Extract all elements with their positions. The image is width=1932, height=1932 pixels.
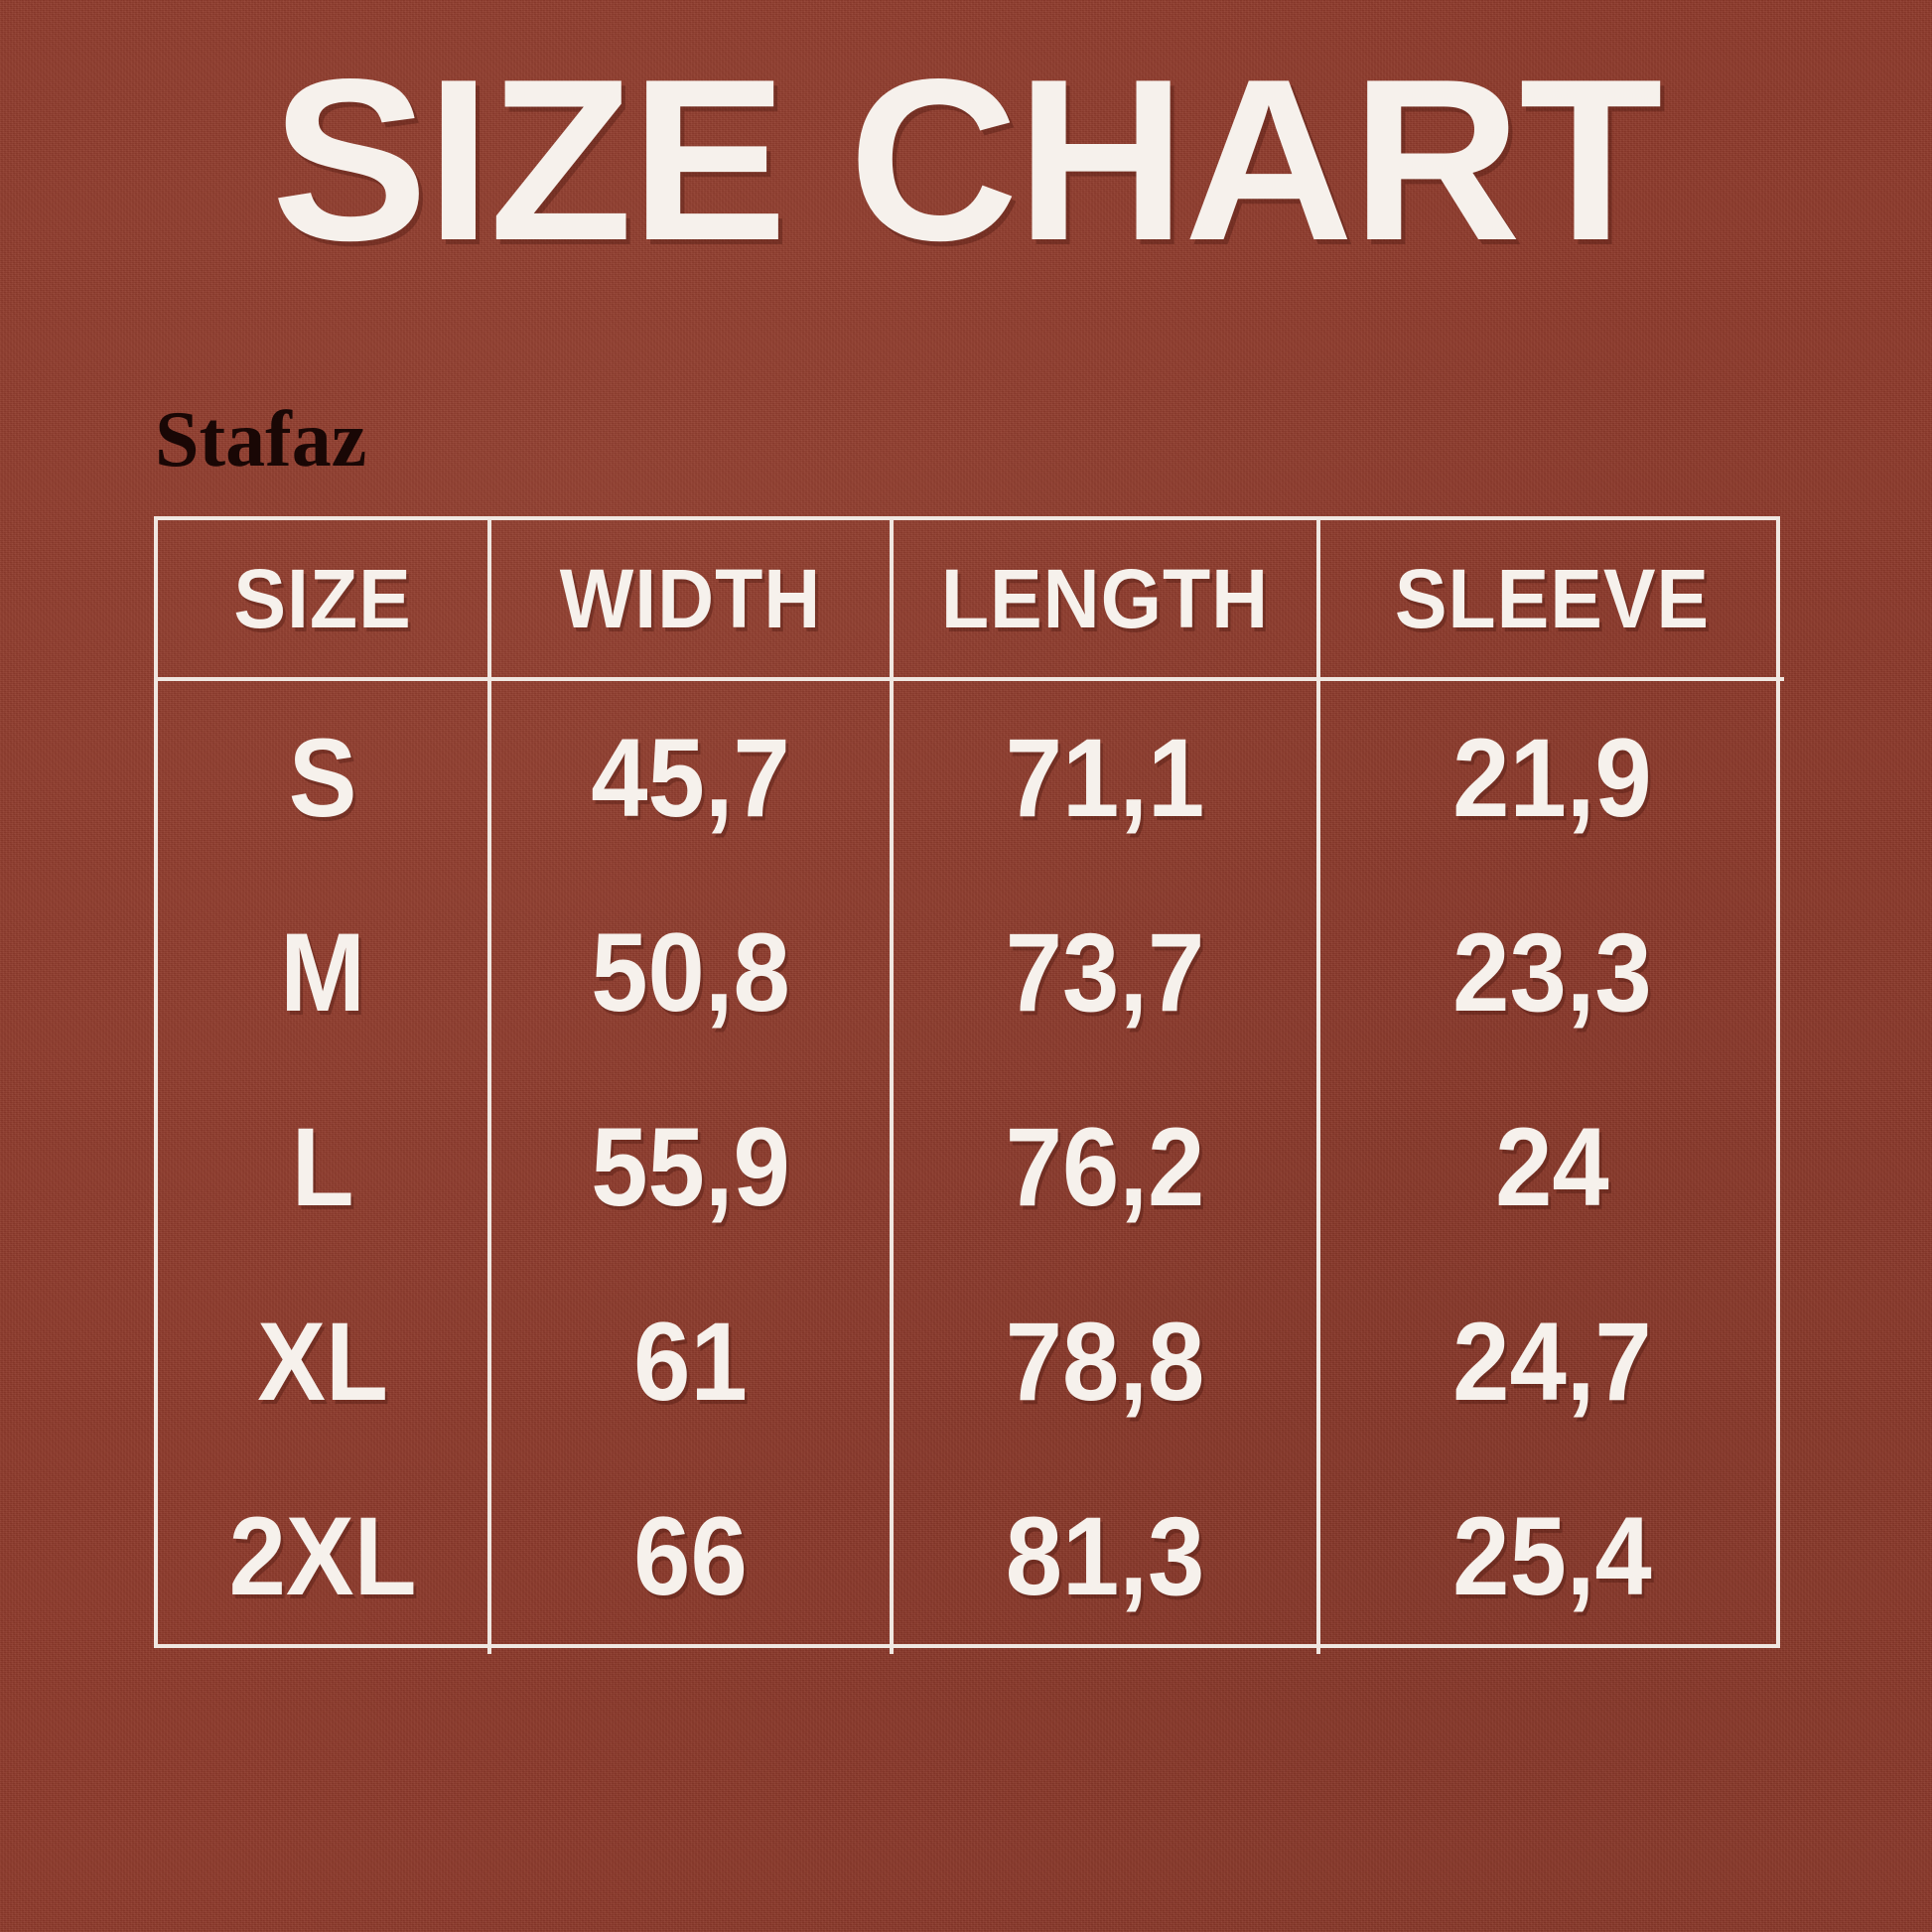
table-row: L 55,9 76,2 24 xyxy=(158,1070,1784,1265)
cell-sleeve: 21,9 xyxy=(1452,716,1652,840)
cell-width: 50,8 xyxy=(505,876,878,1070)
cell-length: 76,2 xyxy=(908,1070,1304,1265)
column-header-sleeve: SLEEVE xyxy=(1332,520,1770,681)
page-title: SIZE CHART xyxy=(271,32,1662,289)
cell-sleeve: 25,4 xyxy=(1452,1494,1652,1618)
cell-length: 71,1 xyxy=(908,679,1304,876)
size-chart-table-container: SIZE WIDTH LENGTH SLEEVE S 45,7 71,1 21,… xyxy=(154,516,1780,1654)
cell-sleeve: 24,7 xyxy=(1452,1300,1652,1424)
column-header-size: SIZE xyxy=(168,520,482,681)
cell-size: L xyxy=(171,1070,479,1265)
cell-width: 61 xyxy=(505,1265,878,1459)
table-row: XL 61 78,8 24,7 xyxy=(158,1265,1784,1459)
table-body: S 45,7 71,1 21,9 M 50,8 73,7 23,3 L 55,9… xyxy=(158,679,1784,1654)
cell-length: 81,3 xyxy=(908,1459,1304,1654)
table-header: SIZE WIDTH LENGTH SLEEVE xyxy=(158,520,1784,681)
column-header-width: WIDTH xyxy=(501,520,882,681)
table-row: 2XL 66 81,3 25,4 xyxy=(158,1459,1784,1654)
cell-length: 78,8 xyxy=(908,1265,1304,1459)
column-header-length: LENGTH xyxy=(903,520,1308,681)
cell-sleeve: 23,3 xyxy=(1452,910,1652,1035)
cell-width: 55,9 xyxy=(505,1070,878,1265)
cell-width: 45,7 xyxy=(505,679,878,876)
cell-size: 2XL xyxy=(171,1459,479,1654)
cell-size: S xyxy=(171,679,479,876)
cell-length: 73,7 xyxy=(908,876,1304,1070)
cell-width: 66 xyxy=(505,1459,878,1654)
size-chart-table: SIZE WIDTH LENGTH SLEEVE S 45,7 71,1 21,… xyxy=(158,520,1784,1654)
brand-wordmark: Stafaz xyxy=(155,396,367,483)
cell-sleeve: 24 xyxy=(1495,1105,1609,1229)
header-row: SIZE WIDTH LENGTH SLEEVE xyxy=(158,520,1784,681)
cell-size: XL xyxy=(171,1265,479,1459)
table-row: S 45,7 71,1 21,9 xyxy=(158,679,1784,876)
cell-size: M xyxy=(171,876,479,1070)
table-row: M 50,8 73,7 23,3 xyxy=(158,876,1784,1070)
